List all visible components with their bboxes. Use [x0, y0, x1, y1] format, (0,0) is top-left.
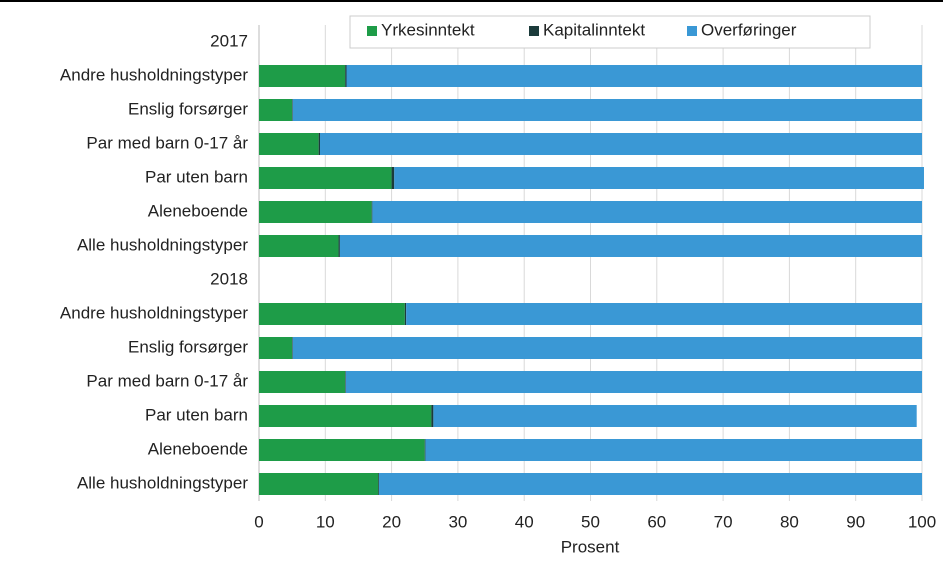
y-tick-label: Par uten barn [145, 167, 248, 186]
bar-segment [391, 167, 395, 189]
legend-swatch [529, 26, 539, 36]
x-tick-label: 40 [515, 512, 534, 531]
x-axis-label: Prosent [561, 537, 620, 556]
bar-segment [339, 235, 922, 257]
bar-segment [292, 337, 922, 359]
x-tick-label: 90 [846, 512, 865, 531]
bar-segment [292, 99, 922, 121]
bar-segment [404, 303, 407, 325]
bar-segment [259, 439, 425, 461]
bar-segment [345, 371, 922, 393]
bar-segment [259, 371, 346, 393]
x-tick-label: 60 [647, 512, 666, 531]
x-tick-label: 0 [254, 512, 263, 531]
bar-segment [259, 337, 293, 359]
y-tick-label: Aleneboende [148, 201, 248, 220]
bar-segment [346, 65, 922, 87]
bar-segment [378, 473, 380, 495]
bar-segment [259, 473, 379, 495]
bar-segment [259, 303, 405, 325]
x-tick-label: 80 [780, 512, 799, 531]
legend-box [349, 15, 871, 49]
bar-segment [318, 133, 320, 155]
y-tick-label: Alle husholdningstyper [77, 235, 248, 254]
bar-segment [431, 405, 434, 427]
x-tick-label: 50 [581, 512, 600, 531]
legend-label: Kapitalinntekt [543, 20, 645, 39]
bar-segment [433, 405, 917, 427]
bar-segment [292, 337, 293, 359]
y-tick-label: Andre husholdningstyper [60, 65, 248, 84]
x-tick-label: 70 [714, 512, 733, 531]
bar-segment [259, 99, 293, 121]
bar-segment [259, 201, 372, 223]
x-tick-label: 10 [316, 512, 335, 531]
bar-segment [259, 405, 432, 427]
y-tick-label: Andre husholdningstyper [60, 303, 248, 322]
bar-segment [259, 167, 392, 189]
y-tick-label: Aleneboende [148, 439, 248, 458]
legend-label: Overføringer [701, 20, 797, 39]
y-tick-label: 2017 [210, 31, 248, 50]
legend-label: Yrkesinntekt [381, 20, 475, 39]
bar-segment [372, 201, 922, 223]
x-tick-label: 20 [382, 512, 401, 531]
y-tick-label: Enslig forsørger [128, 99, 248, 118]
bar-segment [406, 303, 922, 325]
bar-segment [259, 65, 346, 87]
bar-segment [319, 133, 923, 155]
y-tick-label: Par med barn 0-17 år [86, 371, 248, 390]
y-tick-label: Par uten barn [145, 405, 248, 424]
bar-segment [345, 65, 347, 87]
legend-swatch [367, 26, 377, 36]
x-tick-label: 30 [448, 512, 467, 531]
bar-segment [345, 371, 346, 393]
legend-swatch [687, 26, 697, 36]
x-tick-label: 100 [908, 512, 936, 531]
y-tick-label: Par med barn 0-17 år [86, 133, 248, 152]
y-tick-label: 2018 [210, 269, 248, 288]
y-tick-label: Enslig forsørger [128, 337, 248, 356]
bar-segment [394, 167, 924, 189]
bar-segment [292, 99, 293, 121]
bar-segment [379, 473, 922, 495]
bar-segment [424, 439, 426, 461]
bar-segment [259, 235, 339, 257]
bar-segment [338, 235, 340, 257]
y-tick-label: Alle husholdningstyper [77, 473, 248, 492]
bar-segment [371, 201, 373, 223]
bar-segment [259, 133, 319, 155]
bar-segment [425, 439, 922, 461]
